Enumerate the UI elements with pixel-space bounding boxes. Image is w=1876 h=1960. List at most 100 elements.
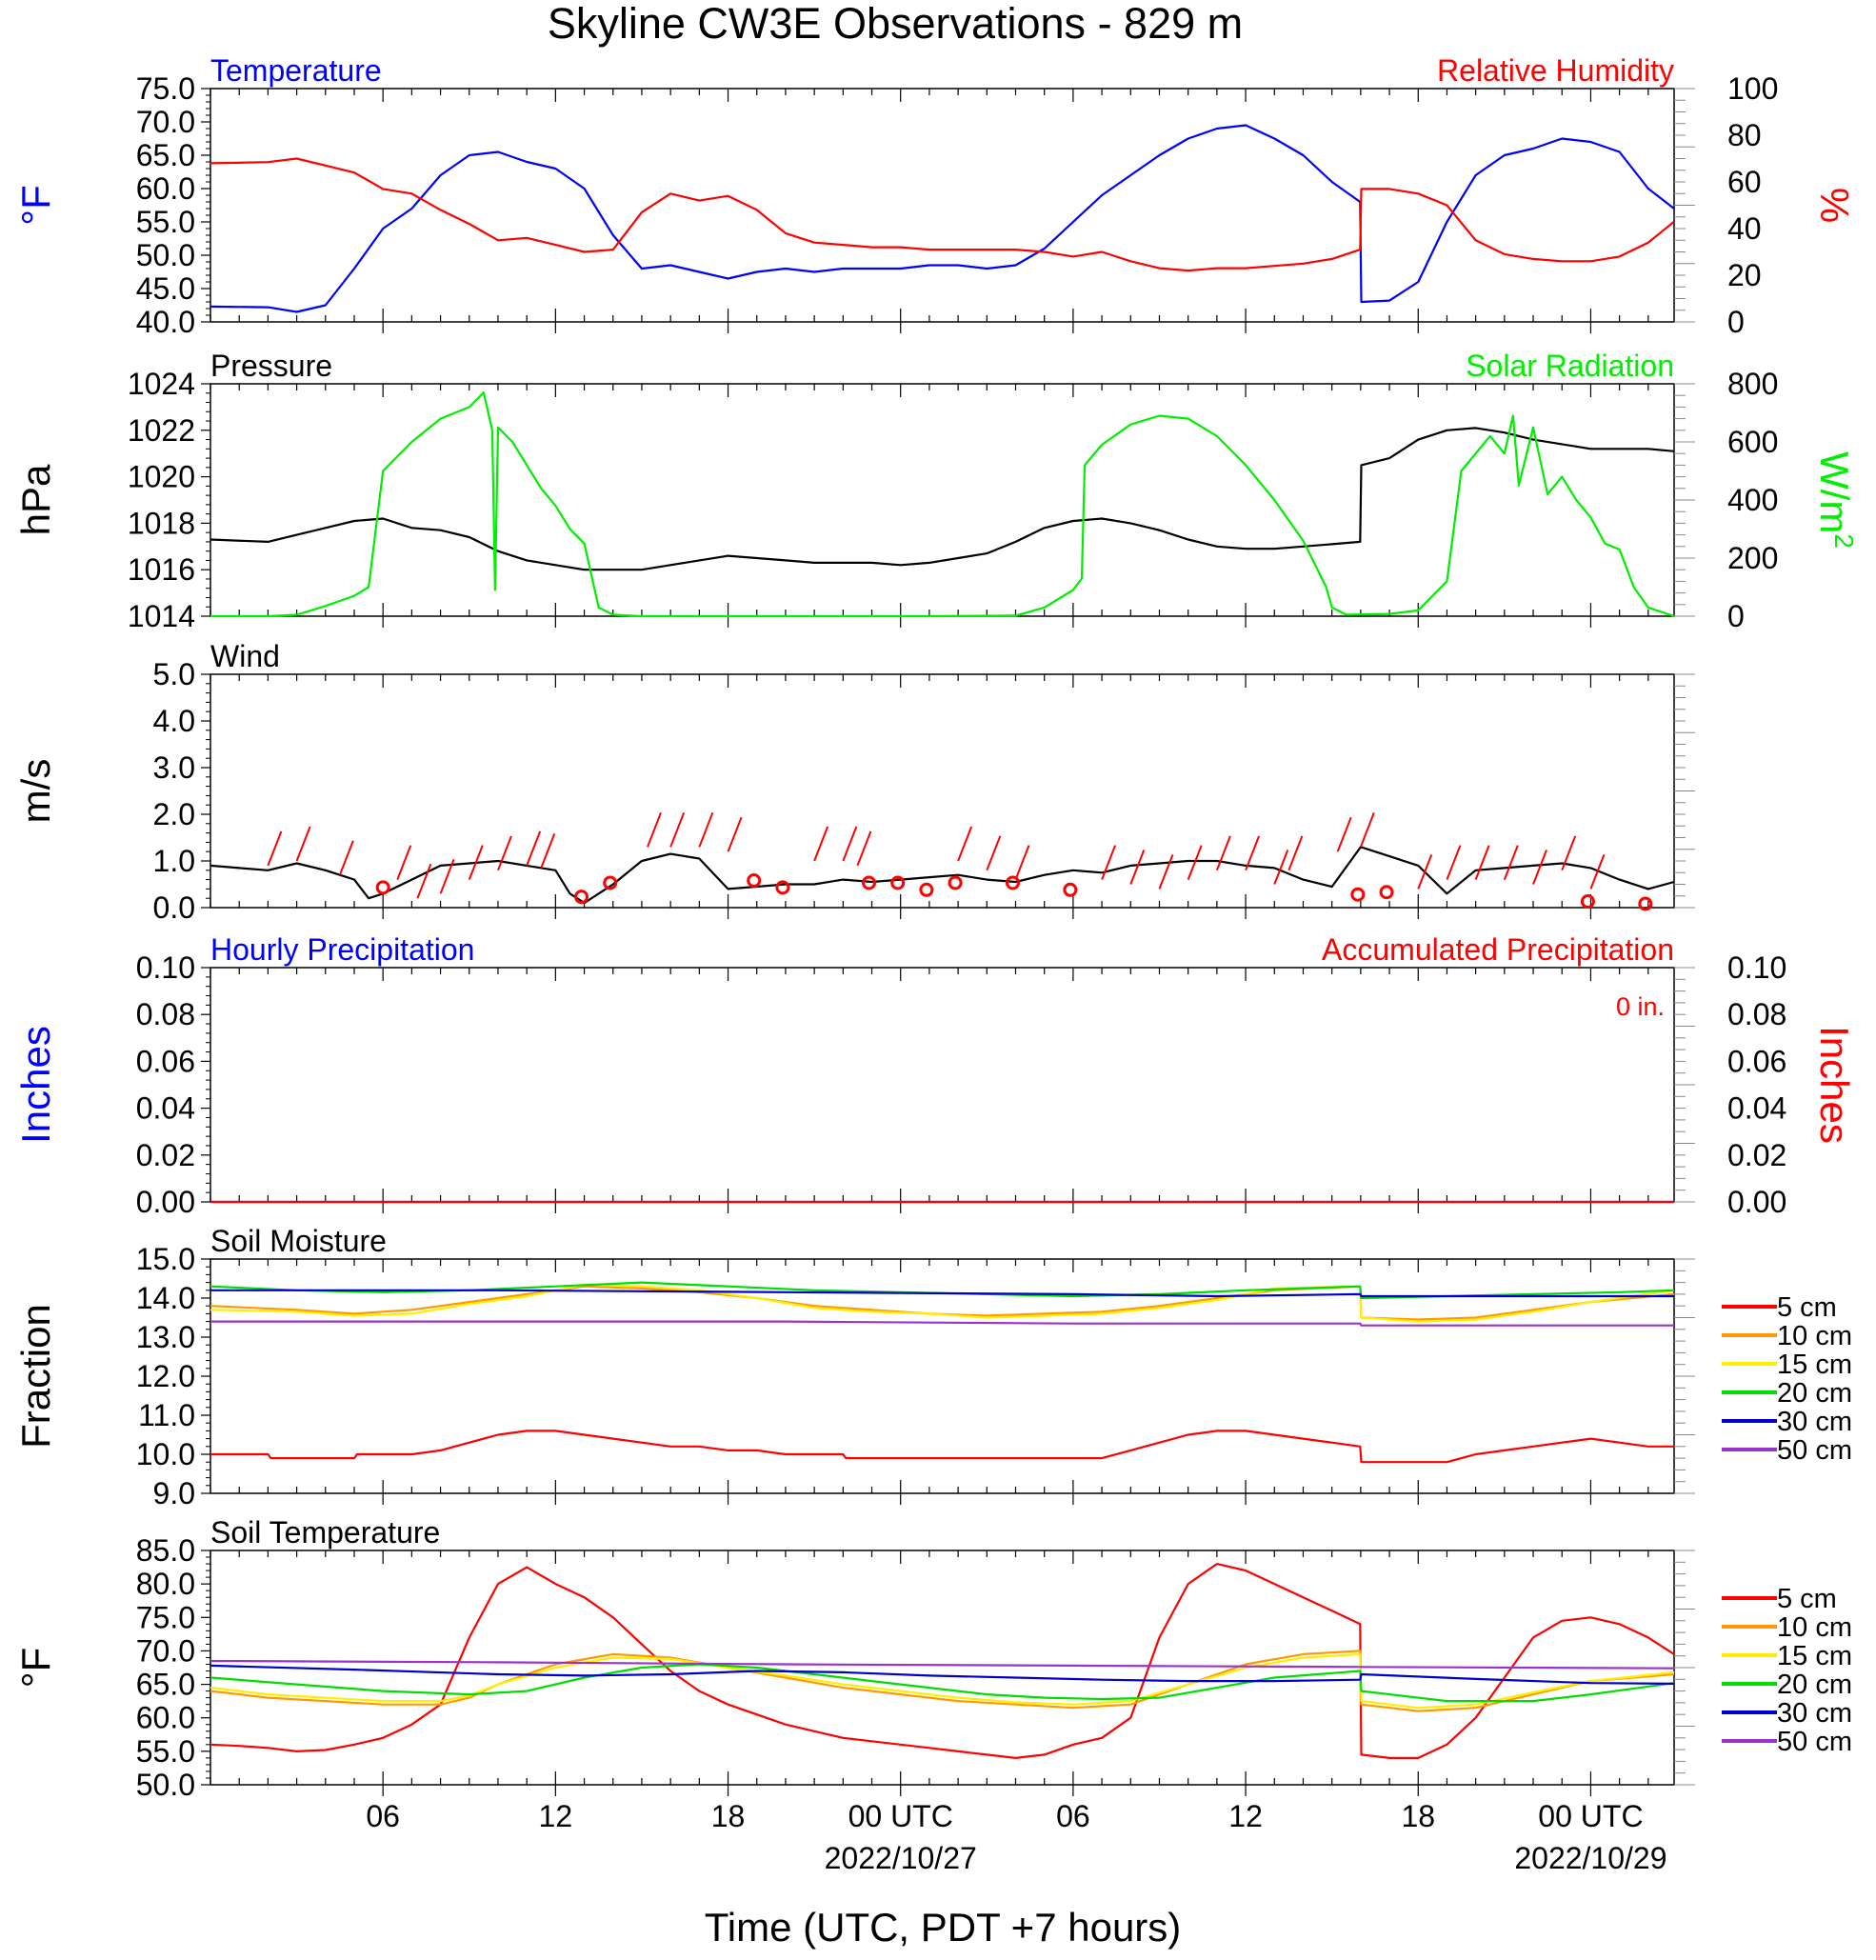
legend-label: 15 cm <box>1777 1641 1852 1671</box>
calm-marker <box>375 880 390 895</box>
y-axis-label-left: hPa <box>13 464 58 535</box>
wind-barb <box>468 845 484 880</box>
wind-barb <box>1215 835 1231 871</box>
calm-marker <box>861 875 876 890</box>
series-line-solar-radiation <box>210 391 1675 618</box>
y-tick-label: 50.0 <box>136 238 195 272</box>
y-tick-label: 9.0 <box>153 1476 195 1510</box>
calm-marker <box>948 875 963 890</box>
series-line-30-cm <box>210 1289 1674 1298</box>
figure-title: Skyline CW3E Observations - 829 m <box>548 0 1243 48</box>
y-tick-label: 1018 <box>128 506 195 540</box>
y-tick-label: 12.0 <box>136 1359 195 1393</box>
unit-superscript: 2 <box>1830 533 1860 549</box>
wind-barb <box>1589 854 1606 890</box>
calm-marker <box>1063 882 1078 897</box>
y-tick-label: 1014 <box>128 599 195 633</box>
right-tick-label: 0.00 <box>1727 1185 1786 1219</box>
y-tick-label: 1022 <box>128 413 195 448</box>
legend-label: 10 cm <box>1777 1321 1852 1351</box>
right-tick-label: 800 <box>1727 367 1778 401</box>
x-tick-label: 00 UTC <box>848 1799 953 1833</box>
y-tick-label: 11.0 <box>138 1398 195 1432</box>
right-tick-label: 60 <box>1727 165 1762 199</box>
y-axis-label-left: °F <box>13 185 58 225</box>
right-tick-label: 0.04 <box>1727 1091 1786 1126</box>
legend-label: 5 cm <box>1777 1292 1837 1323</box>
calm-marker <box>747 873 762 888</box>
calm-marker <box>890 875 906 890</box>
y-tick-label: 75.0 <box>136 1600 195 1634</box>
y-tick-label: 65.0 <box>136 138 195 172</box>
y-tick-label: 1024 <box>128 367 195 401</box>
plot-frame <box>210 88 1675 323</box>
legend-label: 50 cm <box>1777 1727 1852 1757</box>
wind-barb <box>1273 850 1289 885</box>
wind-barb <box>813 826 829 862</box>
wind-barb <box>1101 845 1117 880</box>
y-tick-label: 1.0 <box>153 844 195 878</box>
y-tick-label: 3.0 <box>153 750 195 785</box>
wind-barb <box>396 845 412 880</box>
calm-marker <box>775 880 790 895</box>
legend-label: 5 cm <box>1777 1584 1837 1614</box>
wind-barb <box>1474 845 1490 880</box>
series-line-20-cm <box>210 1663 1675 1703</box>
y-tick-label: 14.0 <box>136 1281 195 1315</box>
y-tick-label: 70.0 <box>136 105 195 139</box>
y-tick-label: 0.02 <box>136 1138 195 1172</box>
right-tick-label: 0.02 <box>1727 1138 1786 1172</box>
plot-frame <box>210 673 1675 909</box>
wind-barb <box>1129 850 1146 885</box>
right-tick-label: 20 <box>1727 258 1762 292</box>
right-tick-label: 0.10 <box>1727 950 1786 985</box>
y-axis-label-right: W/m2 <box>1812 451 1860 549</box>
wind-barb <box>1336 816 1352 852</box>
panel-title-right: Accumulated Precipitation <box>1322 932 1674 967</box>
y-tick-label: 4.0 <box>153 704 195 738</box>
y-tick-label: 1020 <box>128 460 195 494</box>
wind-barb <box>856 830 872 867</box>
y-tick-label: 55.0 <box>136 1734 195 1769</box>
y-tick-label: 13.0 <box>136 1320 195 1354</box>
wind-barb <box>439 858 455 894</box>
calm-marker <box>1005 875 1020 890</box>
calm-marker <box>1638 896 1653 911</box>
y-tick-label: 0.06 <box>136 1044 195 1078</box>
series-line-30-cm <box>210 1664 1675 1685</box>
panel-temperature_rh: 75.070.065.060.055.050.045.040.0 100 80 60 4… <box>13 53 1857 339</box>
panel-soil_temperature: 85.080.075.070.065.060.055.050.0 Soil Tem… <box>13 1515 1852 1875</box>
wind-barb <box>1561 835 1577 871</box>
series-line-15-cm <box>210 1283 1675 1323</box>
plot-frame <box>210 383 1675 617</box>
y-tick-label: 0.00 <box>136 1185 195 1219</box>
series-line-relative-humidity <box>210 157 1675 272</box>
series-line-wind-speed <box>210 846 1675 905</box>
wind-barb <box>1014 845 1030 880</box>
right-tick-label: 80 <box>1727 118 1762 152</box>
wind-barb <box>267 830 283 867</box>
y-tick-label: 5.0 <box>153 657 195 691</box>
right-tick-label: 200 <box>1727 541 1778 575</box>
wind-barb <box>1446 845 1462 880</box>
legend-label: 15 cm <box>1777 1350 1852 1380</box>
x-tick-label: 12 <box>1228 1799 1263 1833</box>
y-tick-label: 0.10 <box>136 950 195 985</box>
x-tick-label: 06 <box>1056 1799 1090 1833</box>
panel-title-right: Relative Humidity <box>1437 53 1674 88</box>
accumulation-annotation: 0 in. <box>1616 992 1665 1021</box>
y-tick-label: 55.0 <box>136 205 195 239</box>
y-tick-label: 2.0 <box>153 797 195 831</box>
x-axis-label: Time (UTC, PDT +7 hours) <box>705 1905 1182 1950</box>
y-tick-label: 0.04 <box>136 1091 195 1126</box>
panel-wind: 5.0 4.0 3.0 2.0 1.0 0.0 Wind m/s <box>13 639 1695 925</box>
y-tick-label: 70.0 <box>136 1633 195 1668</box>
y-axis-label-right: Inches <box>1812 1026 1857 1144</box>
y-tick-label: 85.0 <box>136 1533 195 1568</box>
y-tick-label: 15.0 <box>136 1242 195 1276</box>
wind-barb <box>526 830 542 867</box>
series-line-5-cm <box>210 1562 1675 1760</box>
calm-marker <box>574 890 589 905</box>
legend-label: 20 cm <box>1777 1670 1852 1700</box>
legend-label: 20 cm <box>1777 1378 1852 1409</box>
